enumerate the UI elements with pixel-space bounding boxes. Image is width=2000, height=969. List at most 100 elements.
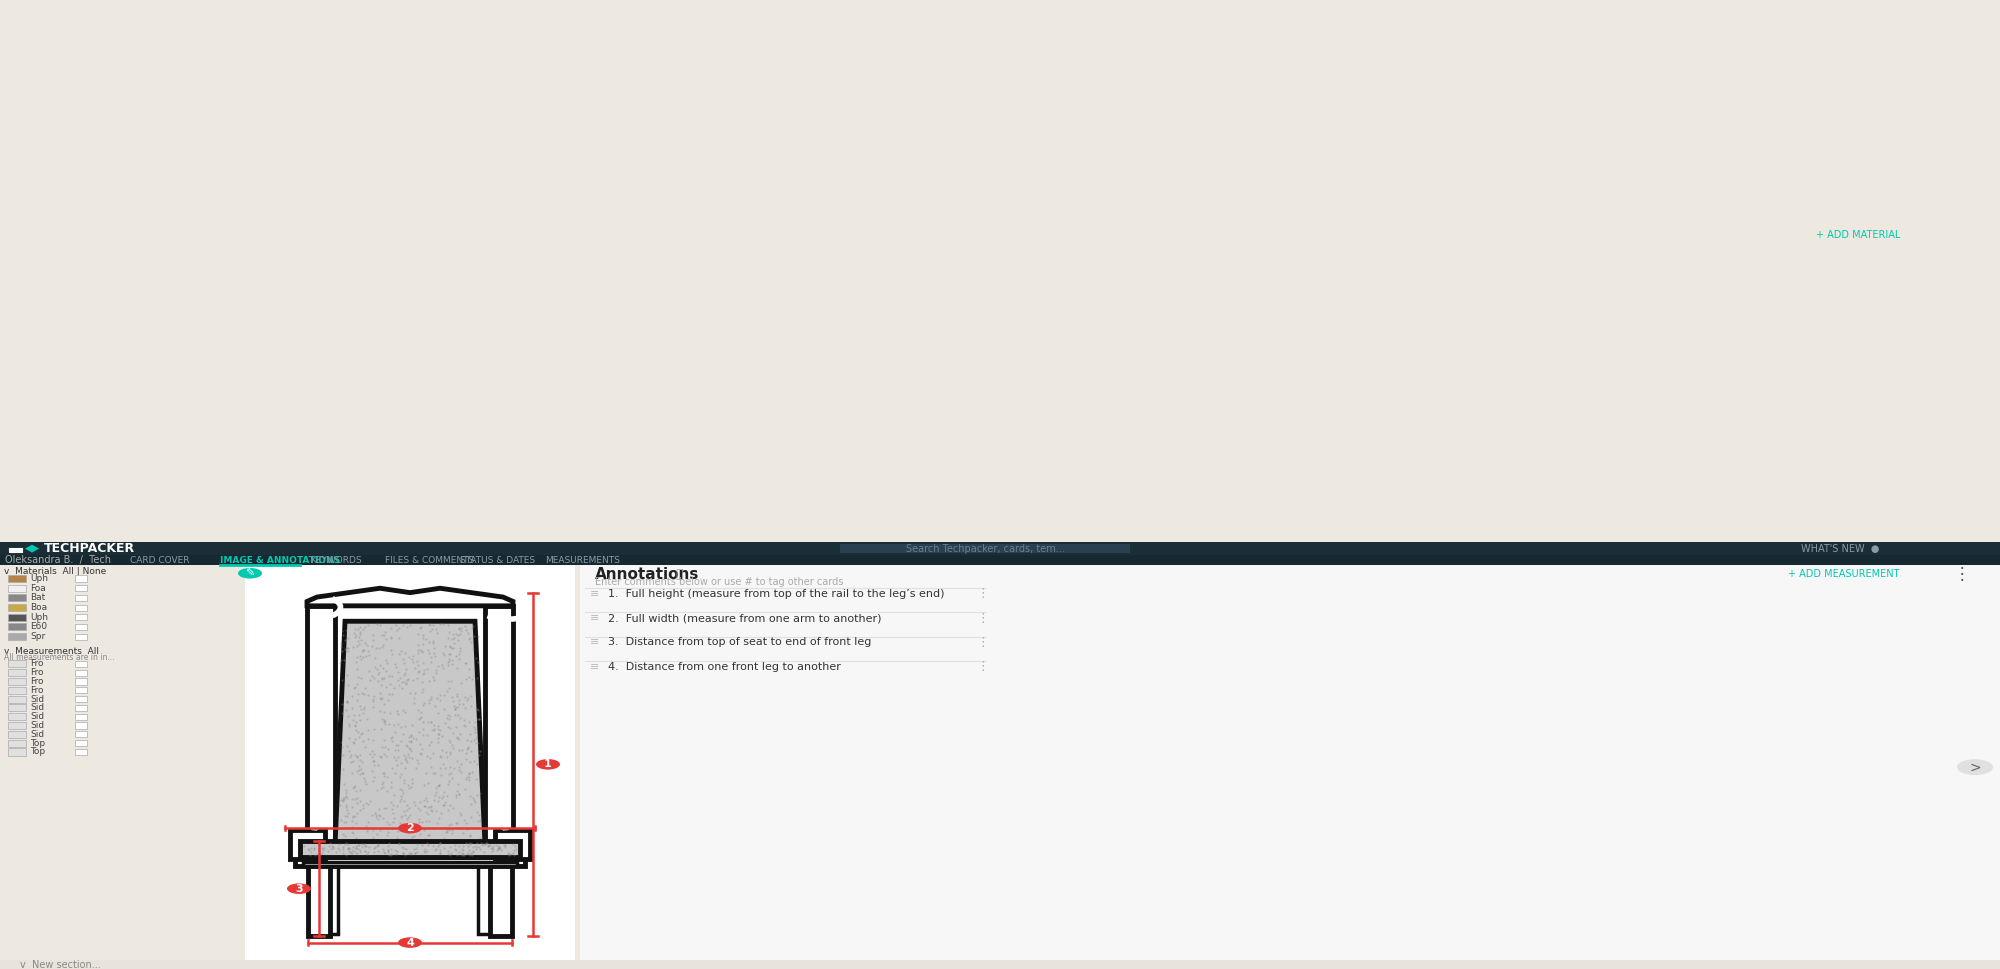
Point [334, 844, 366, 860]
Point [400, 760, 432, 775]
Point [458, 839, 490, 855]
Point [332, 694, 364, 709]
Point [328, 776, 360, 792]
Point [448, 825, 480, 840]
Point [444, 805, 476, 821]
Point [432, 711, 464, 727]
Point [330, 668, 362, 683]
Point [458, 754, 490, 769]
Point [402, 755, 434, 770]
Point [398, 795, 430, 810]
Polygon shape [496, 830, 530, 859]
Point [362, 826, 394, 841]
Point [312, 838, 344, 854]
Point [352, 839, 384, 855]
Point [440, 719, 472, 735]
Point [456, 810, 488, 826]
Point [366, 640, 398, 655]
Point [302, 847, 334, 862]
Point [422, 727, 454, 742]
Point [452, 714, 484, 730]
Point [434, 646, 466, 662]
Point [434, 733, 466, 748]
Point [390, 737, 422, 753]
Point [432, 802, 464, 818]
Point [332, 677, 364, 693]
Point [388, 617, 420, 633]
Point [398, 730, 430, 745]
Point [382, 823, 414, 838]
Point [370, 783, 402, 798]
Point [414, 616, 446, 632]
Point [432, 710, 464, 726]
Bar [0, 565, 116, 969]
Point [348, 733, 380, 748]
Point [432, 844, 464, 860]
Point [336, 845, 368, 860]
Point [444, 848, 476, 863]
Point [428, 830, 460, 846]
Text: Fro: Fro [30, 686, 44, 695]
Point [414, 735, 446, 750]
Point [388, 655, 420, 671]
Point [444, 626, 476, 641]
Point [328, 826, 360, 841]
Point [452, 670, 484, 685]
Point [454, 630, 486, 645]
Point [454, 847, 486, 862]
Point [372, 669, 404, 684]
Point [352, 664, 384, 679]
Point [400, 840, 432, 856]
Point [450, 622, 482, 638]
Point [460, 804, 492, 820]
Point [344, 712, 376, 728]
Polygon shape [484, 606, 512, 846]
Point [382, 844, 414, 860]
Point [340, 655, 372, 671]
Point [382, 672, 414, 687]
Point [392, 755, 424, 770]
Point [398, 841, 430, 857]
Point [410, 842, 442, 858]
Point [462, 711, 494, 727]
Point [316, 842, 348, 858]
Point [442, 686, 474, 702]
Point [328, 793, 360, 808]
Point [340, 845, 372, 860]
Point [420, 662, 452, 677]
Point [340, 808, 372, 824]
Bar [8, 670, 26, 676]
Point [376, 847, 408, 862]
Point [428, 797, 460, 812]
Bar [76, 714, 88, 720]
Bar [76, 749, 88, 755]
Point [428, 716, 460, 732]
Point [428, 795, 460, 810]
Point [396, 654, 428, 670]
Point [444, 760, 476, 775]
Point [344, 794, 376, 809]
Point [336, 845, 368, 860]
Point [456, 845, 488, 860]
Point [428, 789, 460, 804]
Point [410, 631, 442, 646]
Point [454, 828, 486, 844]
Point [388, 807, 420, 823]
Point [332, 805, 364, 821]
Point [374, 848, 406, 863]
Point [416, 714, 448, 730]
Point [432, 655, 464, 671]
Point [458, 618, 490, 634]
Point [408, 831, 440, 847]
Point [404, 745, 436, 761]
Point [366, 766, 398, 781]
Point [408, 637, 440, 652]
Point [356, 700, 388, 715]
Point [362, 843, 394, 859]
Point [418, 788, 450, 803]
Point [388, 668, 420, 683]
Point [414, 691, 446, 706]
Point [402, 725, 434, 740]
Point [432, 719, 464, 735]
Point [368, 733, 400, 748]
